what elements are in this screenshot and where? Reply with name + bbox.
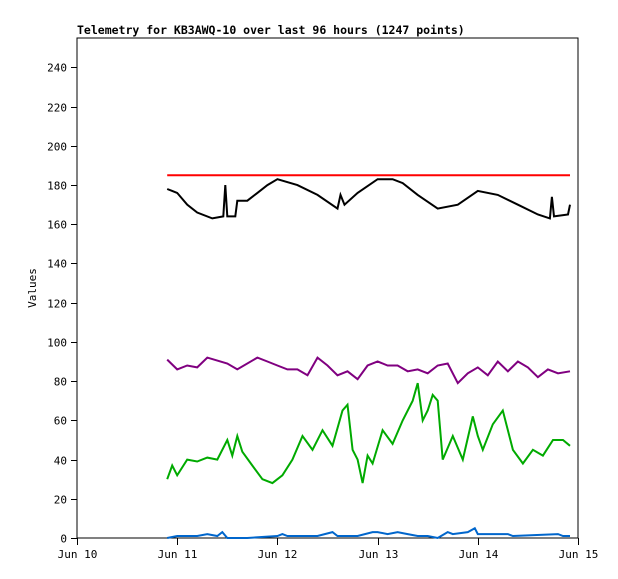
- y-tick-label: 120: [47, 298, 67, 311]
- series-line-blue: [167, 526, 570, 540]
- series-line-green: [166, 382, 571, 485]
- series-line-black: [166, 178, 571, 220]
- x-tick-label: Jun 12: [258, 548, 298, 561]
- y-tick-label: 100: [47, 337, 67, 350]
- x-tick-label: Jun 13: [359, 548, 399, 561]
- y-tick-label: 60: [54, 415, 67, 428]
- y-tick-label: 40: [54, 455, 67, 468]
- y-axis-label: Values: [26, 268, 39, 308]
- y-tick-label: 160: [47, 219, 67, 232]
- series-line-purple: [166, 356, 571, 385]
- x-tick-label: Jun 14: [459, 548, 499, 561]
- y-tick-label: 140: [47, 258, 67, 271]
- y-tick-label: 240: [47, 62, 67, 75]
- y-tick-label: 200: [47, 141, 67, 154]
- x-tick-label: Jun 10: [58, 548, 98, 561]
- y-tick-label: 20: [54, 494, 67, 507]
- chart-title: Telemetry for KB3AWQ-10 over last 96 hou…: [77, 23, 465, 37]
- y-tick-label: 80: [54, 376, 67, 389]
- y-tick-label: 180: [47, 180, 67, 193]
- x-tick-label: Jun 11: [158, 548, 198, 561]
- y-tick-label: 0: [60, 533, 67, 546]
- y-tick-label: 220: [47, 102, 67, 115]
- x-tick-label: Jun 15: [559, 548, 599, 561]
- plot-frame: [76, 37, 579, 539]
